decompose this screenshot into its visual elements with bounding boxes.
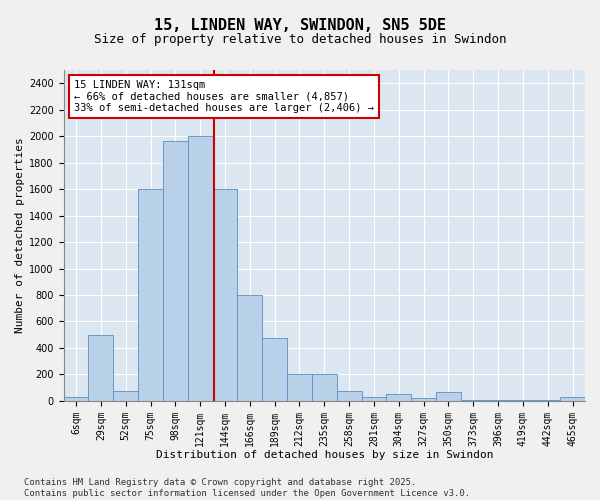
X-axis label: Distribution of detached houses by size in Swindon: Distribution of detached houses by size … bbox=[155, 450, 493, 460]
Bar bbox=[312, 374, 337, 401]
Text: 15, LINDEN WAY, SWINDON, SN5 5DE: 15, LINDEN WAY, SWINDON, SN5 5DE bbox=[154, 18, 446, 32]
Bar bbox=[238, 295, 262, 401]
Bar bbox=[212, 189, 238, 401]
Bar bbox=[560, 397, 585, 401]
Bar bbox=[511, 400, 535, 401]
Text: 15 LINDEN WAY: 131sqm
← 66% of detached houses are smaller (4,857)
33% of semi-d: 15 LINDEN WAY: 131sqm ← 66% of detached … bbox=[74, 80, 374, 113]
Bar bbox=[386, 394, 411, 401]
Bar bbox=[436, 392, 461, 401]
Bar bbox=[287, 374, 312, 401]
Bar bbox=[411, 398, 436, 401]
Bar bbox=[138, 189, 163, 401]
Bar bbox=[461, 400, 485, 401]
Bar bbox=[64, 397, 88, 401]
Text: Contains HM Land Registry data © Crown copyright and database right 2025.
Contai: Contains HM Land Registry data © Crown c… bbox=[24, 478, 470, 498]
Y-axis label: Number of detached properties: Number of detached properties bbox=[15, 138, 25, 334]
Bar bbox=[535, 400, 560, 401]
Bar bbox=[362, 397, 386, 401]
Bar bbox=[113, 391, 138, 401]
Text: Size of property relative to detached houses in Swindon: Size of property relative to detached ho… bbox=[94, 32, 506, 46]
Bar bbox=[262, 338, 287, 401]
Bar bbox=[337, 391, 362, 401]
Bar bbox=[485, 400, 511, 401]
Bar bbox=[163, 142, 188, 401]
Bar bbox=[88, 334, 113, 401]
Bar bbox=[188, 136, 212, 401]
